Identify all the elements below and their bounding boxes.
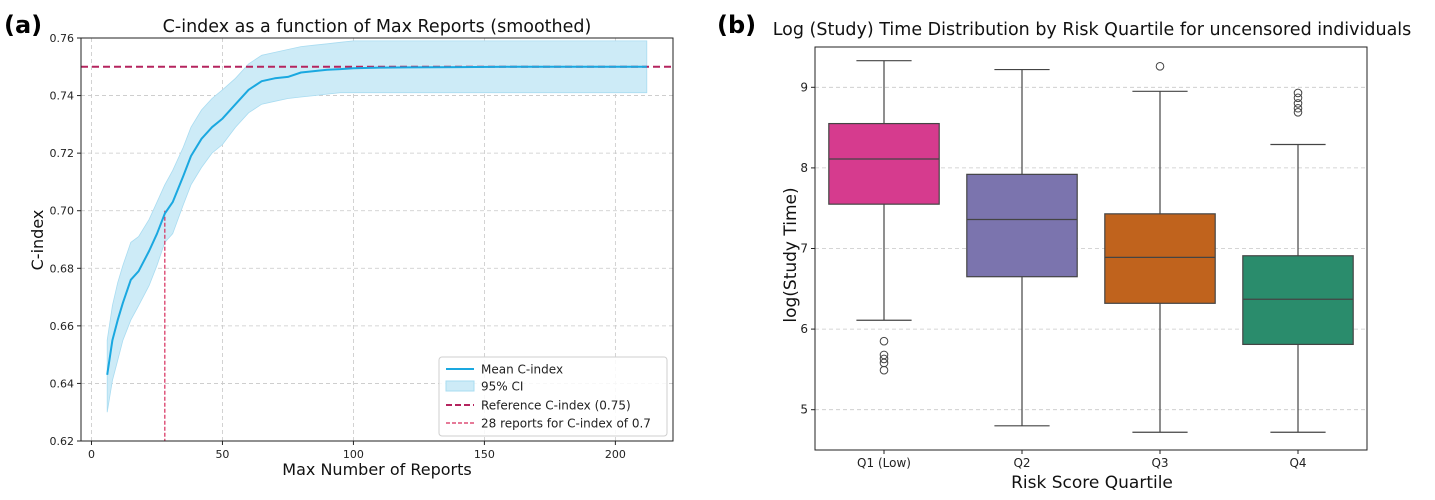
box-body: [1242, 255, 1354, 346]
panel-b: (b) Log (Study) Time Distribution by Ris…: [717, 11, 1411, 493]
outlier-point: [1155, 62, 1165, 71]
y-tick-label: 0.74: [50, 90, 75, 103]
x-tick-label: 200: [605, 448, 626, 461]
y-tick-label: 0.64: [50, 377, 75, 390]
panel-a-y-ticks: 0.62 0.64 0.66 0.68 0.70 0.72 0.74 0.76: [50, 32, 81, 448]
box-body: [1104, 213, 1216, 304]
outlier-point: [1293, 107, 1303, 117]
panel-b-ylabel: log(Study Time): [781, 187, 801, 322]
y-tick-label: 6: [800, 322, 808, 336]
y-tick-label: 9: [800, 80, 808, 94]
x-tick-label: Q3: [1151, 456, 1168, 470]
mean-line: [106, 65, 647, 375]
x-tick-label: 150: [474, 448, 495, 461]
x-tick-label: Q1 (Low): [857, 456, 911, 470]
outlier-point: [879, 336, 889, 346]
x-tick-label: Q4: [1289, 456, 1306, 470]
panel-b-title: Log (Study) Time Distribution by Risk Qu…: [773, 20, 1412, 40]
y-tick-label: 0.66: [50, 320, 75, 333]
box-body: [828, 122, 940, 205]
y-tick-label: 5: [800, 403, 808, 417]
panel-b-x-ticks: Q1 (Low) Q2 Q3 Q4: [857, 450, 1307, 470]
outlier-point: [879, 354, 889, 364]
box-4: [1242, 88, 1354, 433]
legend-box: [438, 356, 668, 437]
legend-mean-label: Mean C-index: [481, 363, 563, 377]
panel-b-xlabel: Risk Score Quartile: [1011, 473, 1173, 493]
y-tick-label: 0.72: [50, 147, 75, 160]
legend-ci-label: 95% CI: [481, 380, 523, 394]
panel-b-boxes: [828, 60, 1354, 433]
x-tick-label: 100: [343, 448, 364, 461]
outlier-point: [879, 365, 889, 375]
box-1: [828, 60, 940, 375]
y-tick-label: 0.62: [50, 435, 75, 448]
y-tick-label: 0.76: [50, 32, 75, 45]
panel-a-mean-line: [106, 65, 647, 375]
outlier-point: [1293, 99, 1303, 108]
y-tick-label: 0.70: [50, 205, 75, 218]
panel-a-label: (a): [4, 11, 42, 39]
box-body: [966, 173, 1078, 278]
panel-a-legend: Mean C-index 95% CI Reference C-index (0…: [438, 356, 668, 437]
y-tick-label: 0.68: [50, 262, 75, 275]
panel-a-title: C-index as a function of Max Reports (sm…: [163, 17, 592, 37]
y-tick-label: 7: [800, 242, 808, 256]
panel-a-xlabel: Max Number of Reports: [282, 460, 471, 479]
y-tick-label: 8: [800, 161, 808, 175]
box-2: [966, 68, 1078, 427]
legend-ci-swatch: [445, 380, 475, 392]
box-3: [1104, 62, 1216, 433]
x-tick-label: 0: [88, 448, 95, 461]
ci-band-area: [106, 40, 648, 413]
panel-a-x-ticks: 0 50 100 150 200: [88, 441, 626, 461]
x-tick-label: Q2: [1013, 456, 1030, 470]
panel-a-ci-band: [106, 40, 648, 413]
outlier-point: [1293, 93, 1303, 103]
x-tick-label: 50: [215, 448, 229, 461]
panel-b-label: (b): [717, 11, 756, 39]
panel-a-frame: [80, 37, 674, 442]
panel-b-y-ticks: 5 6 7 8 9: [800, 80, 815, 417]
legend-reference-label: Reference C-index (0.75): [481, 399, 631, 413]
outlier-point: [1293, 88, 1303, 98]
legend-marker-label: 28 reports for C-index of 0.7: [481, 417, 651, 431]
panel-a-ylabel: C-index: [28, 210, 47, 271]
outlier-point: [1293, 103, 1303, 113]
panel-a: (a) C-index as a function of Max Reports…: [4, 11, 674, 479]
